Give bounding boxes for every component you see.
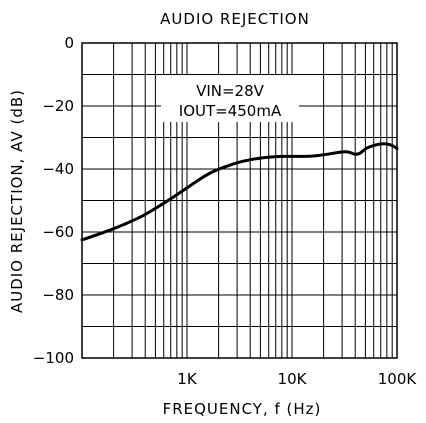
data-series-line	[80, 142, 399, 242]
annotation-iout: IOUT=450mA	[179, 102, 282, 120]
y-tick-label: −80	[42, 286, 74, 304]
y-axis-label: AUDIO REJECTION, AV (dB)	[8, 89, 26, 313]
y-tick-label: −100	[33, 349, 74, 367]
y-tick-labels: 0 −20 −40 −60 −80 −100	[33, 34, 74, 367]
x-tick-label: 1K	[177, 370, 198, 388]
plot-frame	[81, 42, 398, 359]
annotation-box	[161, 75, 299, 122]
x-tick-labels: 1K 10K 100K	[177, 370, 417, 388]
y-tick-label: −40	[42, 160, 74, 178]
chart-title: AUDIO REJECTION	[160, 10, 310, 28]
x-axis-label: FREQUENCY, f (Hz)	[163, 400, 322, 418]
annotation-vin: VIN=28V	[196, 82, 265, 100]
y-tick-label: −20	[42, 97, 74, 115]
x-tick-label: 100K	[378, 370, 418, 388]
x-tick-label: 10K	[278, 370, 308, 388]
y-tick-label: 0	[64, 34, 74, 52]
y-tick-label: −60	[42, 223, 74, 241]
